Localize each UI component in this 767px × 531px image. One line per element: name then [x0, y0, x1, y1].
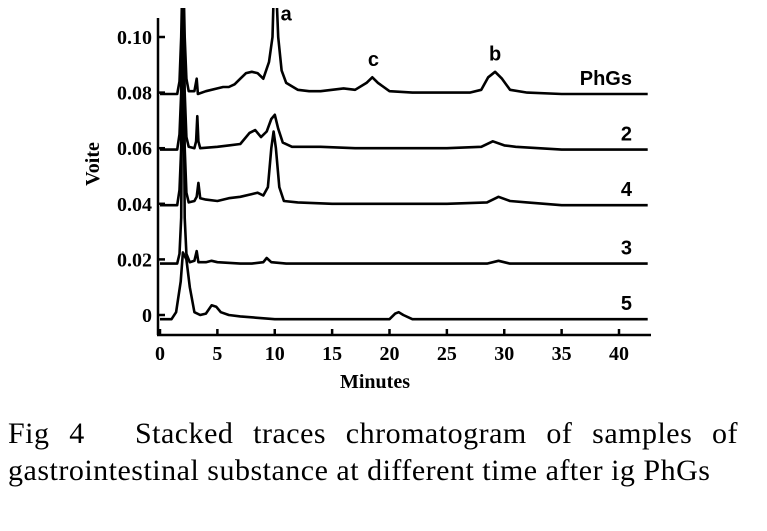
peak-label-b: b — [489, 44, 501, 66]
trace-line-5 — [160, 251, 648, 321]
y-tick-label: 0.10 — [117, 27, 152, 49]
series-label-2: 2 — [621, 124, 632, 146]
peak-labels: a c b — [281, 3, 502, 71]
series-labels: PhGs 2 4 3 5 — [580, 68, 633, 315]
y-axis: 0.10 0.08 0.06 0.04 0.02 0 — [117, 18, 165, 335]
y-tick-label: 0.04 — [117, 194, 152, 216]
y-axis-title: Voite — [82, 142, 104, 186]
peak-label-a: a — [281, 3, 293, 25]
x-tick-label: 20 — [380, 343, 400, 365]
x-tick-label: 25 — [437, 343, 457, 365]
y-tick-label: 0.02 — [117, 249, 152, 271]
x-axis: 0 5 10 15 20 25 30 35 40 — [155, 329, 651, 365]
series-label-phgs: PhGs — [580, 68, 632, 90]
chromatogram-chart: 0.100.080.060.040.020 0 5 10 15 20 25 30 35 40 V… — [82, 3, 651, 393]
x-tick-label: 0 — [155, 343, 165, 365]
trace-line-3 — [160, 8, 648, 265]
x-tick-label: 40 — [609, 343, 629, 365]
trace-line-2 — [160, 8, 648, 151]
x-tick-label: 15 — [322, 343, 342, 365]
trace-series — [160, 8, 648, 321]
trace-line-phgs — [160, 8, 648, 96]
x-tick-label: 5 — [212, 343, 222, 365]
series-label-3: 3 — [621, 238, 632, 260]
y-tick-label: 0 — [142, 305, 152, 327]
x-tick-label: 35 — [552, 343, 572, 365]
x-tick-label: 10 — [265, 343, 285, 365]
x-tick-label: 30 — [494, 343, 514, 365]
trace-line-4 — [160, 8, 648, 207]
series-label-5: 5 — [621, 293, 632, 315]
series-label-4: 4 — [621, 179, 633, 201]
y-tick-label: 0.06 — [117, 138, 152, 160]
figure-caption: Fig 4 Stacked traces chromatogram of sam… — [8, 417, 738, 487]
x-axis-title: Minutes — [340, 371, 410, 393]
y-tick-label: 0.08 — [117, 83, 152, 105]
peak-label-c: c — [368, 49, 379, 71]
